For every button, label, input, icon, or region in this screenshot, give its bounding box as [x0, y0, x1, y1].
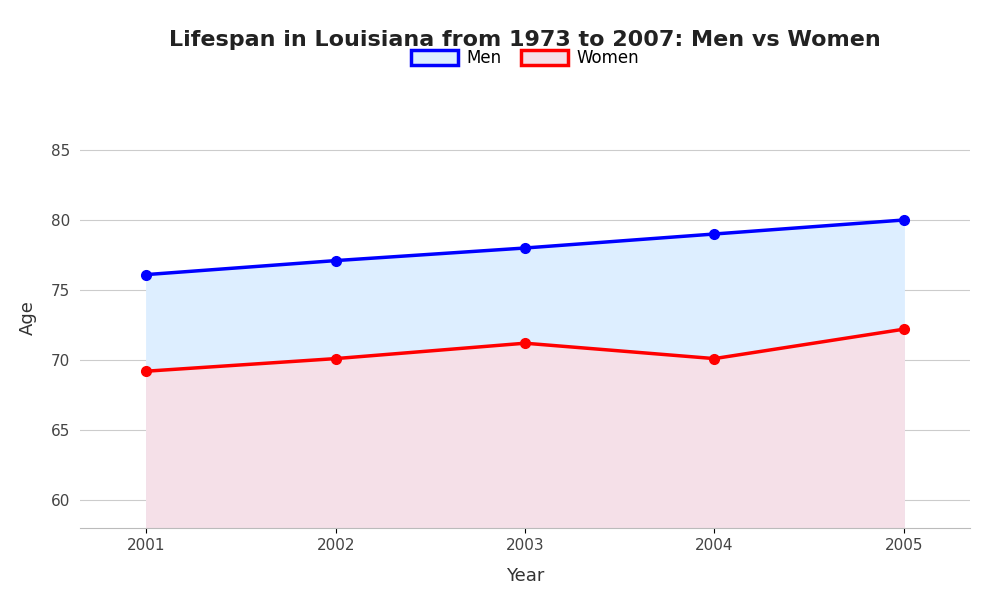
Y-axis label: Age: Age — [19, 301, 37, 335]
Title: Lifespan in Louisiana from 1973 to 2007: Men vs Women: Lifespan in Louisiana from 1973 to 2007:… — [169, 29, 881, 49]
X-axis label: Year: Year — [506, 566, 544, 584]
Legend: Men, Women: Men, Women — [403, 41, 647, 76]
